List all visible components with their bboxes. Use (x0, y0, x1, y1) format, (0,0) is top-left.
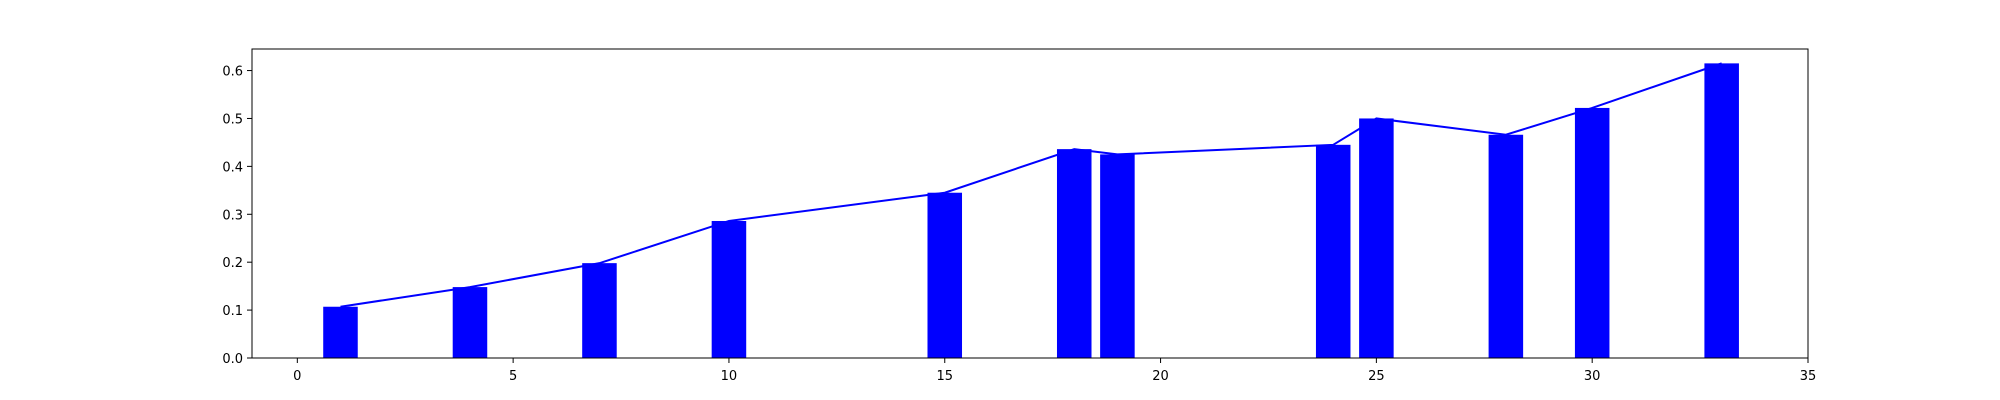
x-tick-label: 15 (936, 369, 953, 384)
bar (1100, 154, 1135, 358)
x-tick-label: 20 (1152, 369, 1169, 384)
x-tick-label: 10 (721, 369, 738, 384)
x-tick-label: 25 (1368, 369, 1385, 384)
line-series (340, 62, 1723, 308)
bar (1488, 134, 1524, 358)
x-tick-label: 35 (1800, 369, 1817, 384)
bar (1704, 63, 1739, 358)
bar (1359, 118, 1394, 358)
x-tick-label: 30 (1584, 369, 1601, 384)
bar (1315, 144, 1351, 358)
bar (582, 263, 617, 358)
plot-frame (251, 48, 1809, 359)
y-axis: 0.0 0.1 0.2 0.3 0.4 0.5 0.6 (222, 65, 252, 367)
y-tick-label: 0.1 (222, 304, 243, 319)
y-tick-label: 0.3 (222, 208, 243, 223)
bar-series (323, 63, 1739, 358)
series-line (340, 62, 1723, 308)
y-tick-label: 0.5 (222, 112, 243, 127)
bar (1056, 149, 1092, 358)
y-tick-label: 0.0 (222, 352, 243, 367)
bar (927, 192, 963, 358)
x-tick-label: 0 (293, 369, 301, 384)
y-tick-label: 0.6 (222, 65, 243, 80)
bar (711, 220, 747, 358)
bar (323, 306, 358, 358)
bar (452, 287, 488, 358)
x-tick-label: 5 (509, 369, 517, 384)
y-tick-label: 0.4 (222, 160, 243, 175)
y-tick-label: 0.2 (222, 256, 243, 271)
bar (1574, 107, 1610, 358)
x-axis: 0 5 10 15 20 25 30 35 (293, 358, 1816, 384)
